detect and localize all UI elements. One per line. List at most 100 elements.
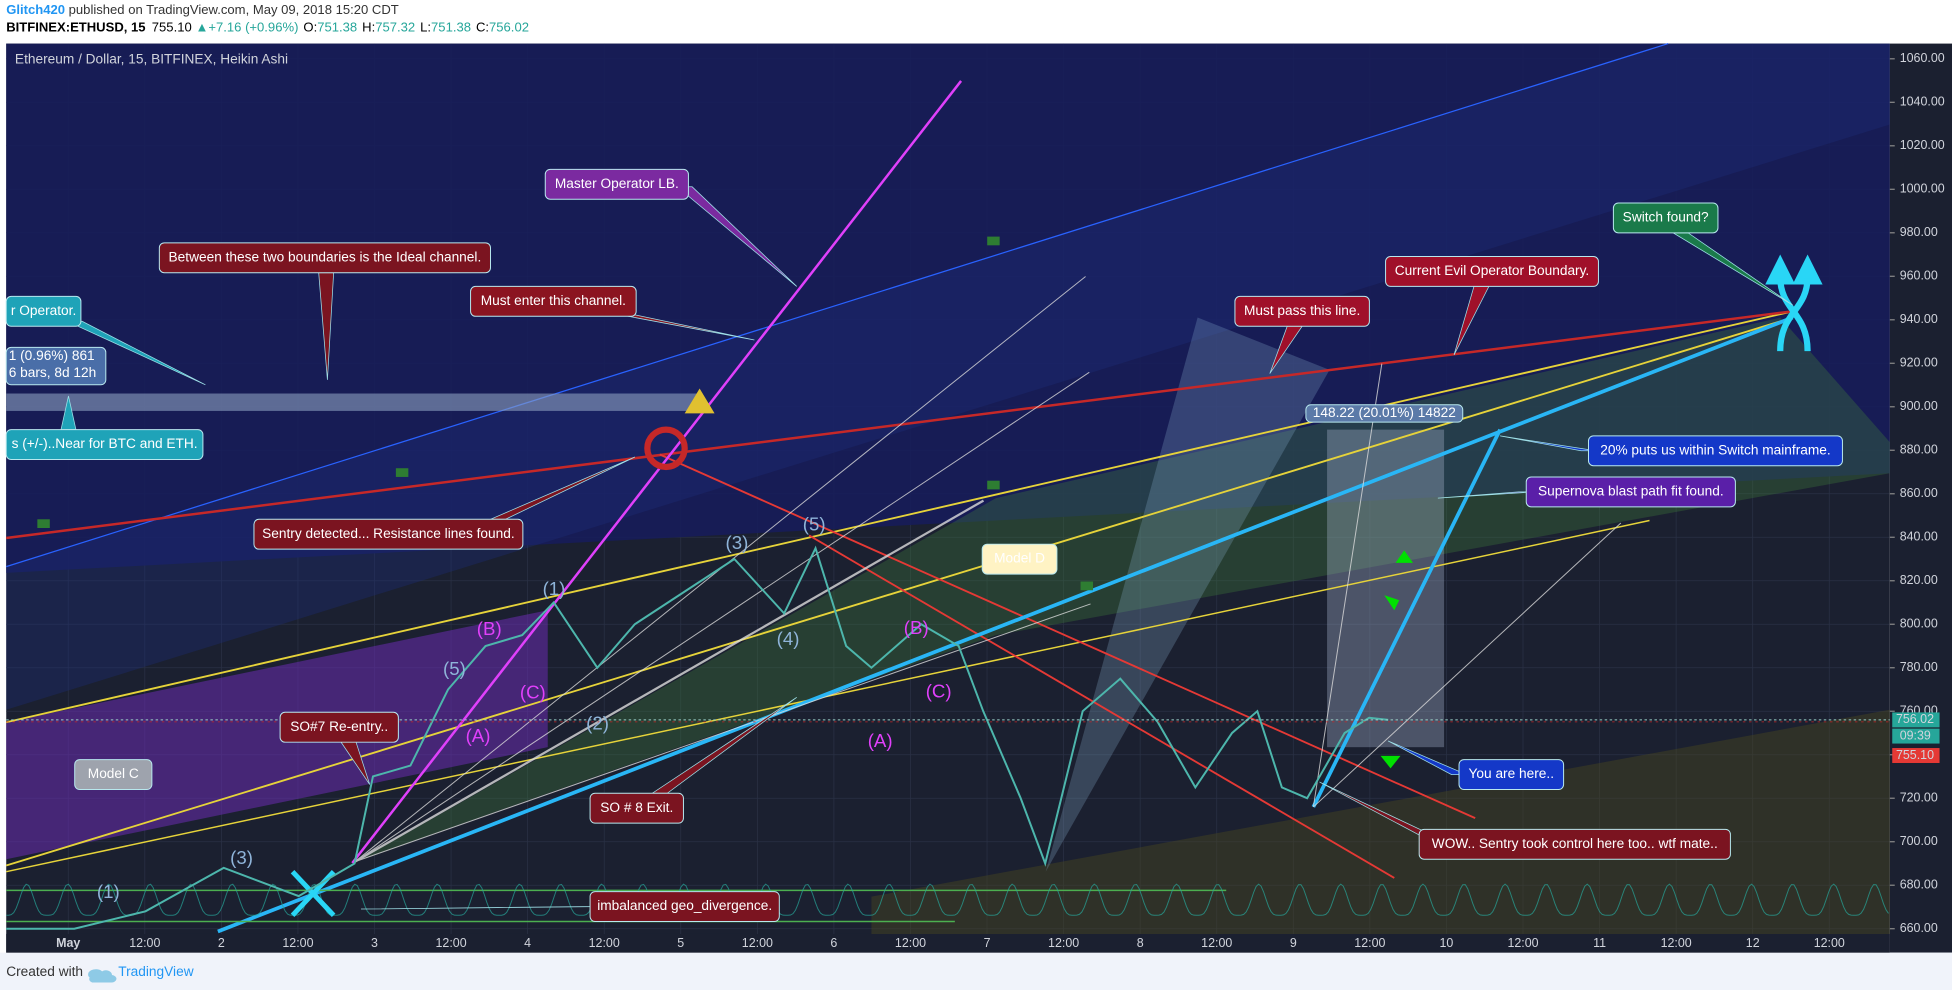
change: +7.16 (+0.96%) bbox=[208, 20, 298, 35]
callout-text: Current Evil Operator Boundary. bbox=[1395, 263, 1589, 278]
callout-text: 1 (0.96%) 861 bbox=[9, 348, 95, 363]
x-tick-label: 4 bbox=[524, 936, 531, 950]
footer-bg bbox=[0, 952, 1952, 990]
y-tick-label: 720.00 bbox=[1900, 791, 1938, 805]
x-tick-label: 10 bbox=[1440, 936, 1454, 950]
close-badge-label: 756.02 bbox=[1896, 712, 1934, 726]
x-tick-label: 12:00 bbox=[1814, 936, 1845, 950]
header-line-1: Glitch420 published on TradingView.com, … bbox=[6, 3, 399, 18]
y-tick-label: 980.00 bbox=[1900, 225, 1938, 239]
wave-label: (C) bbox=[926, 680, 952, 701]
l-label: L: bbox=[420, 20, 431, 35]
footer-logo bbox=[88, 969, 117, 983]
callout-box bbox=[5, 346, 107, 386]
y-tick-label: 840.00 bbox=[1900, 530, 1938, 544]
y-tick-label: 1000.00 bbox=[1900, 182, 1945, 196]
y-tick-label: 1060.00 bbox=[1900, 51, 1945, 65]
wave-label: (1) bbox=[97, 881, 120, 902]
y-tick-label: 920.00 bbox=[1900, 356, 1938, 370]
chart-layer: 660.00680.00700.00720.00740.00760.00780.… bbox=[5, 51, 1945, 950]
price-axis-bg bbox=[1889, 43, 1952, 953]
x-tick-label: 12:00 bbox=[129, 936, 160, 950]
published: published on TradingView.com, May 09, 20… bbox=[65, 3, 399, 18]
callout-box bbox=[1234, 295, 1370, 327]
callout-box bbox=[981, 543, 1058, 575]
callout-text: WOW.. Sentry took control here too.. wtf… bbox=[1432, 836, 1718, 851]
y-tick-label: 680.00 bbox=[1900, 878, 1938, 892]
cyan-line bbox=[217, 315, 1794, 934]
last-badge-label: 755.10 bbox=[1896, 748, 1934, 762]
x-tick-label: 8 bbox=[1137, 936, 1144, 950]
arrows bbox=[1380, 550, 1413, 769]
callout-box bbox=[158, 242, 491, 274]
wave-label: (C) bbox=[520, 682, 546, 703]
y-tick-label: 940.00 bbox=[1900, 312, 1938, 326]
wave-label: (A) bbox=[868, 730, 893, 751]
yellow-line bbox=[6, 310, 1793, 724]
user[interactable]: Glitch420 bbox=[6, 3, 65, 18]
x-tick-label: 12:00 bbox=[589, 936, 620, 950]
wave-label: (B) bbox=[904, 617, 929, 638]
x-tick-label: 12 bbox=[1746, 936, 1760, 950]
callout-text: s (+/-)..Near for BTC and ETH. bbox=[12, 436, 198, 451]
c-label: C: bbox=[476, 20, 489, 35]
callout-text: Between these two boundaries is the Idea… bbox=[169, 249, 482, 264]
oscillator bbox=[6, 883, 1889, 916]
fan bbox=[1045, 317, 1330, 872]
callout-box bbox=[5, 295, 82, 327]
y-tick-label: 1040.00 bbox=[1900, 95, 1945, 109]
wave-label: (B) bbox=[477, 618, 502, 639]
green-zone bbox=[361, 317, 1890, 860]
red-line bbox=[808, 534, 1395, 879]
callout-box bbox=[1612, 202, 1719, 234]
blue-zone bbox=[6, 43, 1890, 573]
o: 751.38 bbox=[317, 20, 357, 35]
wave-label: (3) bbox=[230, 847, 253, 868]
last-badge bbox=[1892, 748, 1940, 763]
wave-label: (5) bbox=[443, 658, 466, 679]
symbol: BITFINEX:ETHUSD, 15 bbox=[6, 20, 145, 35]
callout-text: imbalanced geo_divergence. bbox=[597, 898, 772, 913]
range-band bbox=[6, 393, 698, 411]
callout-text: 148.22 (20.01%) 14822 bbox=[1313, 405, 1456, 420]
footer-brand[interactable]: TradingView bbox=[118, 964, 193, 979]
x-tick-label: 2 bbox=[218, 936, 225, 950]
y-tick-label: 820.00 bbox=[1900, 573, 1938, 587]
c: 756.02 bbox=[489, 20, 529, 35]
callout-box bbox=[1305, 404, 1464, 423]
callout-text: 6 bars, 8d 12h bbox=[9, 365, 97, 380]
y-tick-label: 800.00 bbox=[1900, 617, 1938, 631]
x-tick-label: 12:00 bbox=[1048, 936, 1079, 950]
header-line-2: BITFINEX:ETHUSD, 15 755.10 ▲+7.16 (+0.96%)… bbox=[6, 20, 529, 35]
callout-box bbox=[1458, 759, 1565, 791]
x-tick-label: 12:00 bbox=[742, 936, 773, 950]
callout-box bbox=[589, 891, 780, 923]
wave-label: (A) bbox=[466, 725, 491, 746]
callout-box bbox=[1385, 256, 1599, 287]
y-tick-label: 780.00 bbox=[1900, 660, 1938, 674]
x-tick-label: 12:00 bbox=[1201, 936, 1232, 950]
header-bg bbox=[0, 0, 1952, 44]
h-label: H: bbox=[362, 20, 375, 35]
x-tick-label: 6 bbox=[830, 936, 837, 950]
x-tick-label: 7 bbox=[984, 936, 991, 950]
callout-box bbox=[279, 711, 399, 743]
callout-box bbox=[5, 429, 204, 461]
callout-text: 20% puts us within Switch mainframe. bbox=[1600, 442, 1830, 457]
flags bbox=[37, 236, 1094, 591]
x-tick-label: 5 bbox=[677, 936, 684, 950]
callout-box bbox=[589, 792, 684, 824]
x-tick-label: 9 bbox=[1290, 936, 1297, 950]
x-tick-label: 3 bbox=[371, 936, 378, 950]
h: 757.32 bbox=[375, 20, 415, 35]
x-tick-label: 12:00 bbox=[436, 936, 467, 950]
y-tick-label: 960.00 bbox=[1900, 269, 1938, 283]
chart-title: Ethereum / Dollar, 15, BITFINEX, Heikin … bbox=[15, 51, 288, 66]
x-tick-label: 12:00 bbox=[1507, 936, 1538, 950]
callout-box bbox=[1418, 828, 1731, 860]
cyan-line bbox=[1311, 428, 1502, 808]
callout-box bbox=[74, 759, 153, 791]
callout-text: Must pass this line. bbox=[1244, 303, 1360, 318]
callout-text: SO # 8 Exit. bbox=[600, 800, 673, 815]
